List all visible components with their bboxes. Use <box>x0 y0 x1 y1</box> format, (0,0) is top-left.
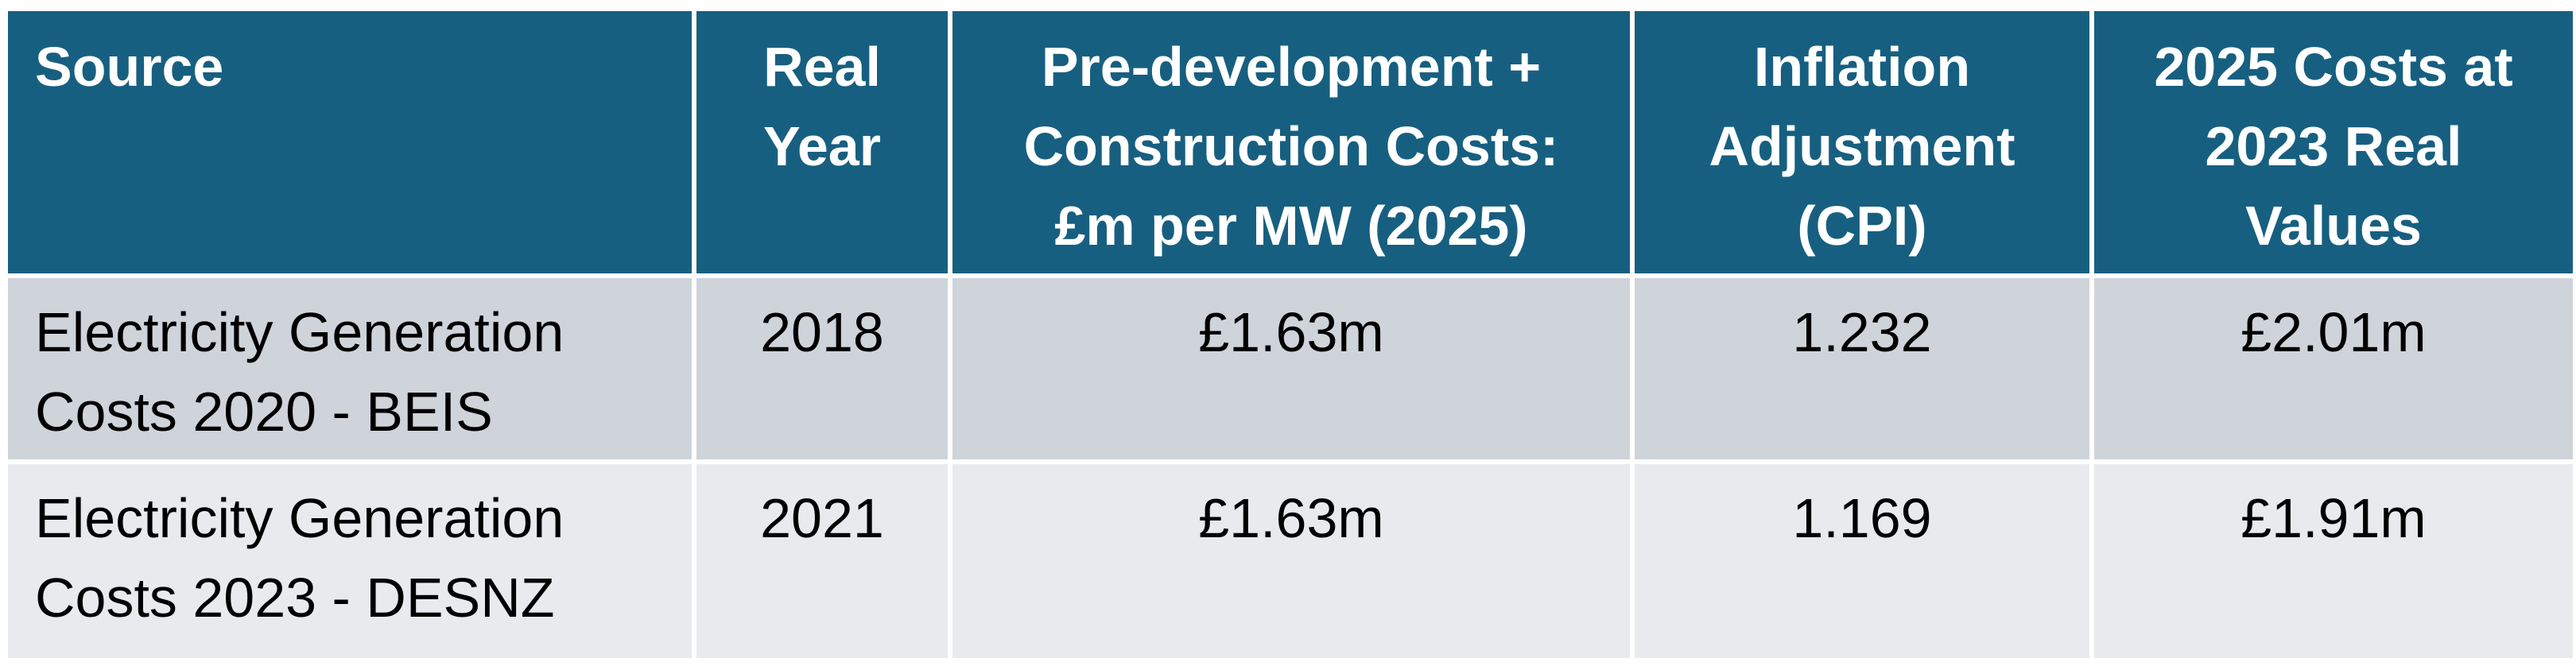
header-real-values-line-1: 2025 Costs at <box>2154 36 2513 98</box>
cell-real-value: £1.91m <box>2089 459 2576 663</box>
cost-table: Source Real Year Pre-development + Const… <box>3 6 2576 663</box>
header-costs-line-2: Construction Costs: <box>1023 115 1559 177</box>
cell-source-line-1: Electricity Generation <box>35 487 564 549</box>
cell-inflation: 1.232 <box>1630 273 2094 464</box>
header-source-line: Source <box>35 36 224 98</box>
cell-source-line-2: Costs 2020 - BEIS <box>35 381 493 443</box>
header-inflation-line-2: Adjustment <box>1709 115 2015 177</box>
header-real-values-line-2: 2023 Real <box>2205 115 2462 177</box>
header-row: Source Real Year Pre-development + Const… <box>3 6 2576 278</box>
header-inflation-line-3: (CPI) <box>1797 195 1927 257</box>
header-costs: Pre-development + Construction Costs: £m… <box>948 6 1635 278</box>
header-real-year: Real Year <box>692 6 952 278</box>
header-real-values-line-3: Values <box>2245 195 2422 257</box>
header-real-values: 2025 Costs at 2023 Real Values <box>2089 6 2576 278</box>
header-real-year-line-1: Real <box>763 36 881 98</box>
cell-costs: £1.63m <box>948 273 1635 464</box>
header-source: Source <box>3 6 696 278</box>
cell-source-line-1: Electricity Generation <box>35 301 564 363</box>
cell-inflation: 1.169 <box>1630 459 2094 663</box>
cell-costs: £1.63m <box>948 459 1635 663</box>
header-costs-line-1: Pre-development + <box>1041 36 1542 98</box>
header-inflation-line-1: Inflation <box>1753 36 1971 98</box>
header-costs-line-3: £m per MW (2025) <box>1054 195 1528 257</box>
cell-real-year: 2021 <box>692 459 952 663</box>
cell-real-year: 2018 <box>692 273 952 464</box>
table-row: Electricity Generation Costs 2020 - BEIS… <box>3 273 2576 464</box>
table-row: Electricity Generation Costs 2023 - DESN… <box>3 459 2576 663</box>
header-inflation: Inflation Adjustment (CPI) <box>1630 6 2094 278</box>
cell-source: Electricity Generation Costs 2023 - DESN… <box>3 459 696 663</box>
cell-source-line-2: Costs 2023 - DESNZ <box>35 567 555 629</box>
cell-source: Electricity Generation Costs 2020 - BEIS <box>3 273 696 464</box>
cell-real-value: £2.01m <box>2089 273 2576 464</box>
header-real-year-line-2: Year <box>763 115 881 177</box>
